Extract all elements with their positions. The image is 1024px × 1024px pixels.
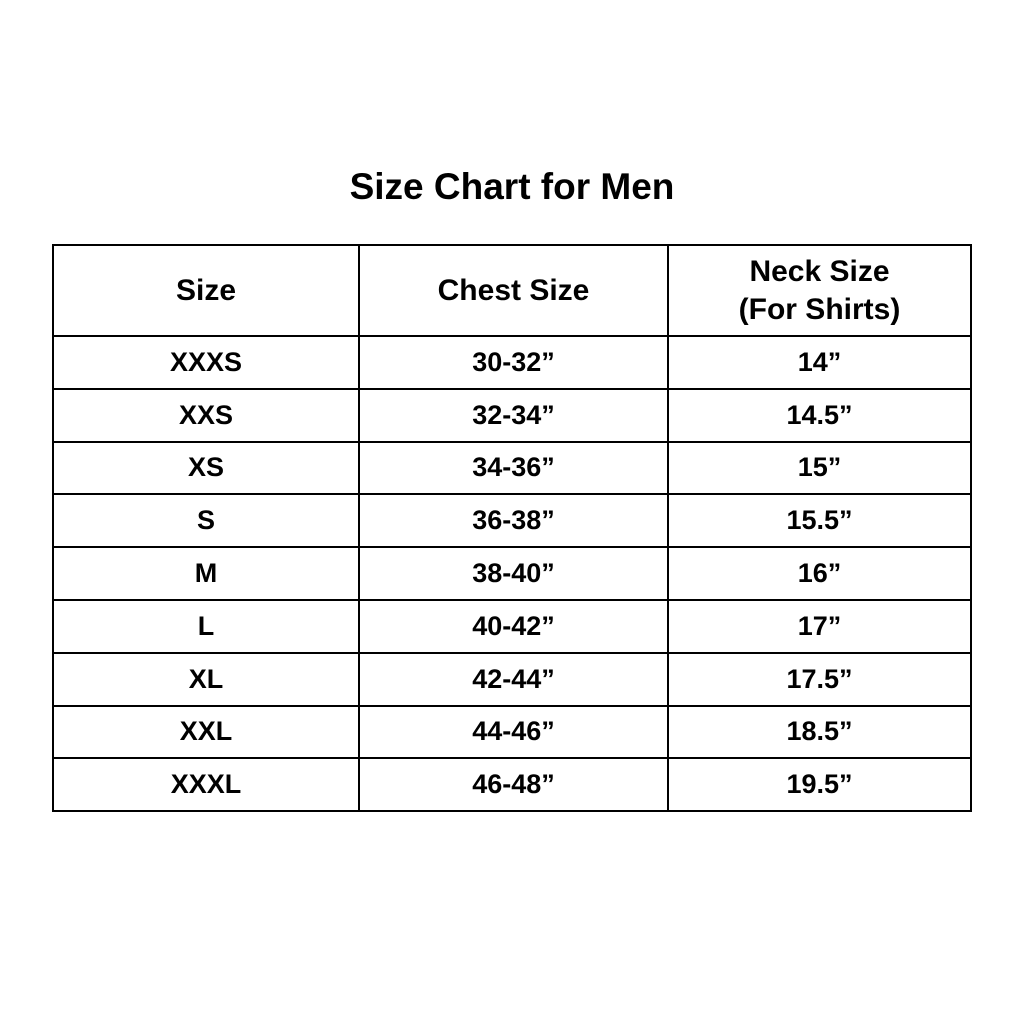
column-header-size: Size bbox=[52, 244, 360, 337]
column-header-size-label: Size bbox=[175, 273, 237, 307]
cell-chest: 36-38” bbox=[358, 493, 669, 549]
table-row: XXL 44-46” 18.5” bbox=[52, 704, 972, 760]
table-header-row: Size Chest Size Neck Size (For Shirts) bbox=[52, 244, 972, 337]
table-body: XXXS 30-32” 14” XXS 32-34” 14.5” XS 34-3… bbox=[52, 335, 972, 813]
cell-size: XS bbox=[52, 440, 360, 496]
cell-neck: 14.5” bbox=[667, 387, 972, 443]
cell-size: XXXL bbox=[52, 757, 360, 813]
column-header-neck-size: Neck Size (For Shirts) bbox=[667, 244, 972, 337]
cell-size: XXXS bbox=[52, 335, 360, 390]
cell-size: XXL bbox=[52, 704, 360, 760]
table-row: XS 34-36” 15” bbox=[52, 440, 972, 496]
cell-size: L bbox=[52, 598, 360, 654]
cell-neck: 17.5” bbox=[667, 651, 972, 707]
cell-chest: 38-40” bbox=[358, 546, 669, 601]
cell-size: XL bbox=[52, 651, 360, 707]
column-header-chest-size: Chest Size bbox=[358, 244, 669, 337]
cell-neck: 17” bbox=[667, 598, 972, 654]
size-chart-table: Size Chest Size Neck Size (For Shirts) X… bbox=[52, 244, 972, 813]
table-row: XXXL 46-48” 19.5” bbox=[52, 757, 972, 813]
table-row: S 36-38” 15.5” bbox=[52, 493, 972, 549]
column-header-neck-line2: (For Shirts) bbox=[738, 292, 901, 326]
cell-chest: 34-36” bbox=[358, 440, 669, 496]
page-title: Size Chart for Men bbox=[349, 166, 675, 207]
cell-chest: 42-44” bbox=[358, 651, 669, 707]
cell-size: M bbox=[52, 546, 360, 601]
table-header: Size Chest Size Neck Size (For Shirts) bbox=[52, 244, 972, 337]
cell-neck: 14” bbox=[667, 335, 972, 390]
table-row: XXXS 30-32” 14” bbox=[52, 335, 972, 390]
cell-chest: 44-46” bbox=[358, 704, 669, 760]
table-row: XL 42-44” 17.5” bbox=[52, 651, 972, 707]
cell-neck: 15” bbox=[667, 440, 972, 496]
cell-neck: 15.5” bbox=[667, 493, 972, 549]
cell-neck: 18.5” bbox=[667, 704, 972, 760]
cell-chest: 32-34” bbox=[358, 387, 669, 443]
cell-neck: 16” bbox=[667, 546, 972, 601]
table-row: L 40-42” 17” bbox=[52, 598, 972, 654]
cell-chest: 40-42” bbox=[358, 598, 669, 654]
cell-size: XXS bbox=[52, 387, 360, 443]
cell-size: S bbox=[52, 493, 360, 549]
cell-chest: 46-48” bbox=[358, 757, 669, 813]
table-row: XXS 32-34” 14.5” bbox=[52, 387, 972, 443]
cell-neck: 19.5” bbox=[667, 757, 972, 813]
cell-chest: 30-32” bbox=[358, 335, 669, 390]
column-header-chest-label: Chest Size bbox=[437, 273, 590, 307]
table-row: M 38-40” 16” bbox=[52, 546, 972, 601]
column-header-neck-line1: Neck Size bbox=[749, 255, 890, 288]
